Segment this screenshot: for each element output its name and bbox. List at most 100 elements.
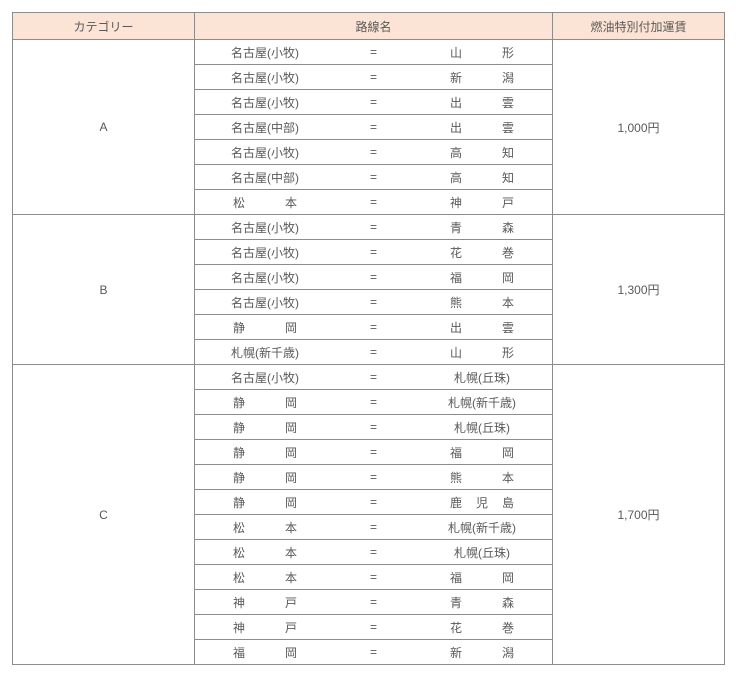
route-separator: = [325, 320, 422, 334]
route-cell: 名古屋(小牧)=新潟 [195, 65, 553, 90]
route-origin: 福岡 [205, 644, 325, 661]
route-separator: = [325, 645, 422, 659]
route-separator: = [325, 70, 422, 84]
route-dest: 青森 [422, 219, 542, 236]
col-header-price: 燃油特別付加運賃 [553, 13, 725, 40]
route-cell: 名古屋(小牧)=花巻 [195, 240, 553, 265]
route-separator: = [325, 445, 422, 459]
route-origin: 神戸 [205, 619, 325, 636]
route-cell: 名古屋(小牧)=高知 [195, 140, 553, 165]
route-dest: 新潟 [422, 644, 542, 661]
route-origin: 名古屋(小牧) [205, 294, 325, 311]
route-dest: 福岡 [422, 444, 542, 461]
route-separator: = [325, 495, 422, 509]
route-dest: 熊本 [422, 294, 542, 311]
route-separator: = [325, 220, 422, 234]
route-dest: 福岡 [422, 269, 542, 286]
route-separator: = [325, 295, 422, 309]
table-row: C名古屋(小牧)=札幌(丘珠)1,700円 [13, 365, 725, 390]
route-dest: 高知 [422, 144, 542, 161]
route-dest: 熊本 [422, 469, 542, 486]
route-separator: = [325, 345, 422, 359]
route-origin: 静岡 [205, 319, 325, 336]
route-origin: 名古屋(小牧) [205, 219, 325, 236]
price-cell: 1,300円 [553, 215, 725, 365]
route-origin: 名古屋(中部) [205, 169, 325, 186]
route-dest: 札幌(丘珠) [422, 419, 542, 436]
route-cell: 名古屋(小牧)=山形 [195, 40, 553, 65]
route-separator: = [325, 95, 422, 109]
route-dest: 札幌(新千歳) [422, 394, 542, 411]
route-cell: 松本=神戸 [195, 190, 553, 215]
route-dest: 出雲 [422, 119, 542, 136]
route-cell: 名古屋(中部)=高知 [195, 165, 553, 190]
route-origin: 名古屋(小牧) [205, 69, 325, 86]
route-cell: 神戸=花巻 [195, 615, 553, 640]
route-separator: = [325, 520, 422, 534]
category-cell: A [13, 40, 195, 215]
route-origin: 松本 [205, 569, 325, 586]
route-dest: 神戸 [422, 194, 542, 211]
table-header-row: カテゴリー 路線名 燃油特別付加運賃 [13, 13, 725, 40]
route-dest: 花巻 [422, 244, 542, 261]
route-separator: = [325, 170, 422, 184]
route-origin: 松本 [205, 544, 325, 561]
route-cell: 名古屋(小牧)=熊本 [195, 290, 553, 315]
price-cell: 1,700円 [553, 365, 725, 665]
route-origin: 名古屋(小牧) [205, 244, 325, 261]
route-dest: 出雲 [422, 94, 542, 111]
route-origin: 名古屋(小牧) [205, 369, 325, 386]
route-cell: 静岡=札幌(新千歳) [195, 390, 553, 415]
route-cell: 静岡=福岡 [195, 440, 553, 465]
route-cell: 名古屋(中部)=出雲 [195, 115, 553, 140]
route-cell: 松本=福岡 [195, 565, 553, 590]
route-origin: 静岡 [205, 419, 325, 436]
route-cell: 静岡=出雲 [195, 315, 553, 340]
route-origin: 名古屋(小牧) [205, 269, 325, 286]
route-origin: 静岡 [205, 469, 325, 486]
route-separator: = [325, 120, 422, 134]
route-origin: 静岡 [205, 394, 325, 411]
route-dest: 札幌(丘珠) [422, 369, 542, 386]
route-dest: 鹿児島 [422, 494, 542, 511]
route-separator: = [325, 570, 422, 584]
route-origin: 松本 [205, 194, 325, 211]
route-separator: = [325, 245, 422, 259]
route-cell: 静岡=鹿児島 [195, 490, 553, 515]
route-dest: 高知 [422, 169, 542, 186]
route-separator: = [325, 370, 422, 384]
route-origin: 松本 [205, 519, 325, 536]
route-origin: 名古屋(小牧) [205, 44, 325, 61]
route-separator: = [325, 595, 422, 609]
route-cell: 名古屋(小牧)=青森 [195, 215, 553, 240]
route-separator: = [325, 195, 422, 209]
route-cell: 神戸=青森 [195, 590, 553, 615]
route-separator: = [325, 620, 422, 634]
route-cell: 名古屋(小牧)=札幌(丘珠) [195, 365, 553, 390]
route-cell: 松本=札幌(新千歳) [195, 515, 553, 540]
route-dest: 山形 [422, 44, 542, 61]
col-header-category: カテゴリー [13, 13, 195, 40]
route-origin: 名古屋(中部) [205, 119, 325, 136]
route-separator: = [325, 270, 422, 284]
route-origin: 神戸 [205, 594, 325, 611]
fare-table: カテゴリー 路線名 燃油特別付加運賃 A名古屋(小牧)=山形1,000円名古屋(… [12, 12, 725, 665]
category-cell: B [13, 215, 195, 365]
table-row: A名古屋(小牧)=山形1,000円 [13, 40, 725, 65]
route-cell: 静岡=熊本 [195, 465, 553, 490]
price-cell: 1,000円 [553, 40, 725, 215]
col-header-route: 路線名 [195, 13, 553, 40]
route-origin: 静岡 [205, 444, 325, 461]
route-cell: 福岡=新潟 [195, 640, 553, 665]
route-origin: 静岡 [205, 494, 325, 511]
route-dest: 出雲 [422, 319, 542, 336]
route-dest: 花巻 [422, 619, 542, 636]
route-origin: 名古屋(小牧) [205, 94, 325, 111]
table-row: B名古屋(小牧)=青森1,300円 [13, 215, 725, 240]
route-dest: 新潟 [422, 69, 542, 86]
category-cell: C [13, 365, 195, 665]
route-separator: = [325, 145, 422, 159]
route-dest: 青森 [422, 594, 542, 611]
route-origin: 札幌(新千歳) [205, 344, 325, 361]
route-dest: 札幌(丘珠) [422, 544, 542, 561]
